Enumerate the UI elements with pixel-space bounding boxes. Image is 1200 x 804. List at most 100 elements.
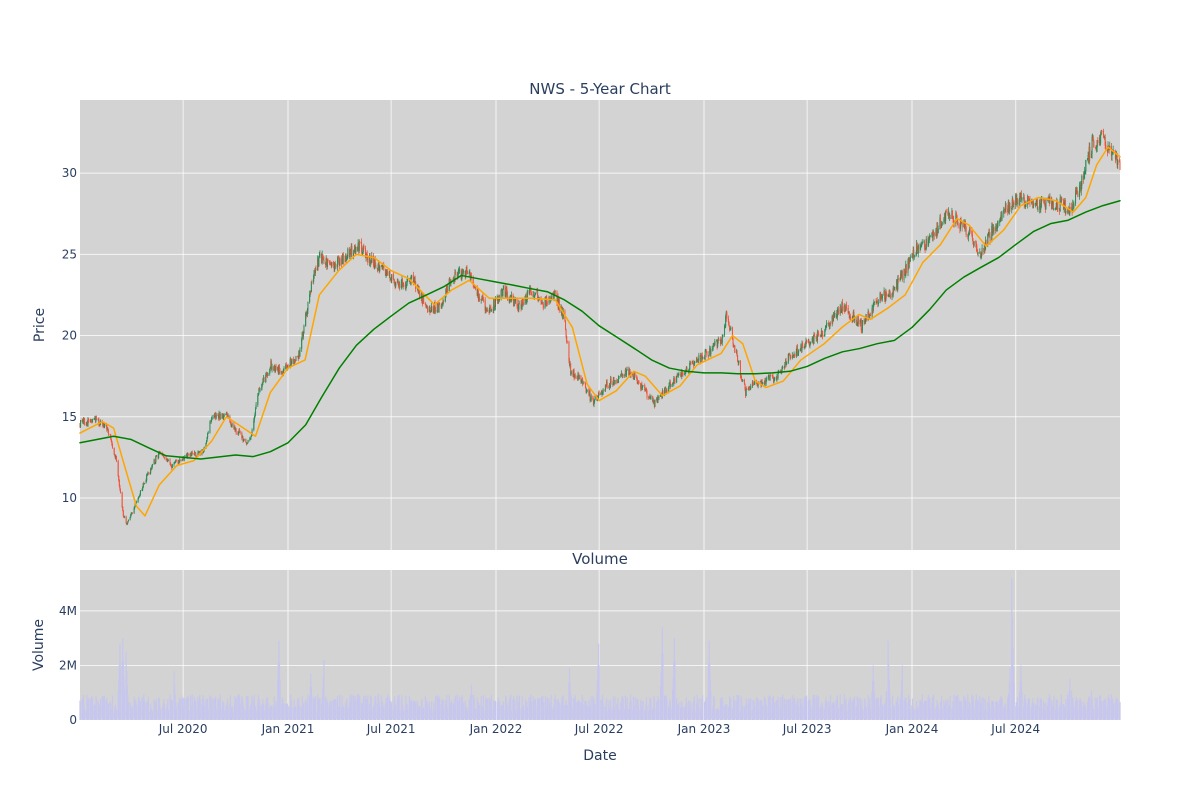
- volume-bar[interactable]: [203, 705, 205, 720]
- short-moving-average-line[interactable]: [79, 146, 1121, 517]
- volume-bar[interactable]: [738, 696, 740, 720]
- volume-bar[interactable]: [614, 696, 616, 720]
- price-candle-body[interactable]: [489, 306, 491, 313]
- volume-bar[interactable]: [458, 696, 461, 720]
- price-candle-body[interactable]: [225, 413, 227, 416]
- price-candle-body[interactable]: [253, 416, 255, 421]
- price-candle-body[interactable]: [341, 258, 343, 264]
- price-candle-body[interactable]: [265, 374, 267, 383]
- price-candle-body[interactable]: [518, 303, 520, 305]
- price-candle-body[interactable]: [614, 379, 616, 385]
- price-candle-body[interactable]: [813, 334, 815, 344]
- volume-bar[interactable]: [387, 694, 389, 720]
- price-candle-body[interactable]: [1052, 202, 1054, 210]
- volume-bar[interactable]: [885, 690, 887, 720]
- price-candle-body[interactable]: [929, 235, 931, 238]
- price-candle-body[interactable]: [338, 257, 340, 263]
- price-candle-body[interactable]: [1116, 153, 1118, 165]
- price-candle-body[interactable]: [884, 291, 886, 300]
- price-candle-body[interactable]: [444, 296, 446, 302]
- volume-bar[interactable]: [1119, 702, 1121, 720]
- volume-bar[interactable]: [867, 695, 869, 720]
- volume-bar[interactable]: [736, 694, 738, 720]
- price-candle-body[interactable]: [909, 256, 911, 262]
- volume-bar[interactable]: [762, 705, 764, 720]
- volume-bar[interactable]: [498, 701, 501, 720]
- volume-bar[interactable]: [167, 699, 169, 720]
- price-candle-body[interactable]: [743, 379, 745, 384]
- volume-bar[interactable]: [403, 711, 405, 720]
- price-candle-body[interactable]: [664, 388, 666, 395]
- price-candle-body[interactable]: [117, 460, 119, 477]
- price-candle-body[interactable]: [873, 301, 875, 304]
- price-candle-body[interactable]: [802, 343, 804, 348]
- price-candle-body[interactable]: [836, 309, 838, 318]
- price-candle-body[interactable]: [690, 361, 692, 364]
- volume-bar[interactable]: [391, 701, 393, 720]
- volume-bar[interactable]: [790, 698, 792, 720]
- volume-bar[interactable]: [251, 695, 253, 720]
- volume-bar[interactable]: [473, 698, 475, 720]
- price-candle-body[interactable]: [718, 339, 720, 341]
- price-candle-body[interactable]: [254, 408, 257, 415]
- price-candle-body[interactable]: [98, 418, 100, 425]
- price-candle-body[interactable]: [427, 306, 429, 313]
- volume-bar[interactable]: [617, 698, 619, 720]
- price-candle-body[interactable]: [1051, 202, 1053, 210]
- price-candle-body[interactable]: [334, 263, 336, 270]
- price-candle-body[interactable]: [820, 330, 822, 337]
- price-candle-body[interactable]: [439, 303, 441, 306]
- price-candle-body[interactable]: [438, 303, 440, 313]
- price-candle-body[interactable]: [121, 492, 123, 508]
- volume-bar[interactable]: [612, 696, 614, 720]
- volume-bar[interactable]: [941, 695, 943, 720]
- price-candle-body[interactable]: [774, 377, 776, 379]
- volume-bar[interactable]: [395, 705, 397, 720]
- price-candle-body[interactable]: [689, 363, 691, 370]
- price-candle-body[interactable]: [674, 378, 676, 383]
- price-candle-body[interactable]: [932, 232, 934, 238]
- volume-bar[interactable]: [881, 705, 883, 720]
- volume-bar[interactable]: [297, 698, 299, 720]
- price-candle-body[interactable]: [580, 375, 582, 382]
- price-candle-body[interactable]: [668, 382, 670, 387]
- price-candle-body[interactable]: [179, 459, 181, 461]
- volume-bar[interactable]: [383, 706, 385, 720]
- price-candle-body[interactable]: [342, 253, 344, 257]
- price-candle-body[interactable]: [110, 438, 112, 442]
- volume-bar[interactable]: [195, 708, 197, 720]
- price-candle-body[interactable]: [237, 432, 239, 435]
- volume-bar[interactable]: [351, 694, 353, 720]
- volume-bar[interactable]: [139, 701, 142, 720]
- volume-bar[interactable]: [102, 697, 104, 720]
- volume-bar[interactable]: [598, 665, 600, 720]
- volume-bar[interactable]: [138, 699, 140, 720]
- price-candle-body[interactable]: [448, 279, 450, 292]
- price-moving-averages[interactable]: [79, 146, 1121, 517]
- price-candle-body[interactable]: [642, 385, 644, 387]
- volume-bar[interactable]: [921, 694, 923, 720]
- price-candle-body[interactable]: [913, 250, 915, 258]
- price-candle-body[interactable]: [314, 268, 316, 274]
- price-candle-body[interactable]: [766, 377, 768, 380]
- volume-bar[interactable]: [750, 698, 752, 720]
- volume-bar[interactable]: [506, 705, 508, 720]
- price-candle-body[interactable]: [435, 309, 437, 313]
- volume-bar[interactable]: [1029, 708, 1031, 720]
- price-candle-body[interactable]: [973, 241, 975, 246]
- price-candle-body[interactable]: [864, 321, 866, 324]
- volume-bar[interactable]: [123, 689, 126, 720]
- volume-bar[interactable]: [175, 707, 177, 720]
- price-candle-body[interactable]: [1001, 212, 1003, 220]
- price-candle-body[interactable]: [752, 382, 754, 384]
- price-candle-body[interactable]: [207, 432, 209, 434]
- price-candle-body[interactable]: [564, 320, 567, 331]
- price-candle-body[interactable]: [395, 282, 397, 287]
- volume-bar[interactable]: [99, 698, 102, 720]
- volume-bar[interactable]: [91, 697, 94, 720]
- price-candle-body[interactable]: [1057, 207, 1059, 209]
- volume-bar[interactable]: [909, 698, 911, 720]
- price-candle-body[interactable]: [877, 302, 879, 305]
- volume-bar[interactable]: [147, 696, 149, 720]
- volume-bar[interactable]: [257, 695, 259, 720]
